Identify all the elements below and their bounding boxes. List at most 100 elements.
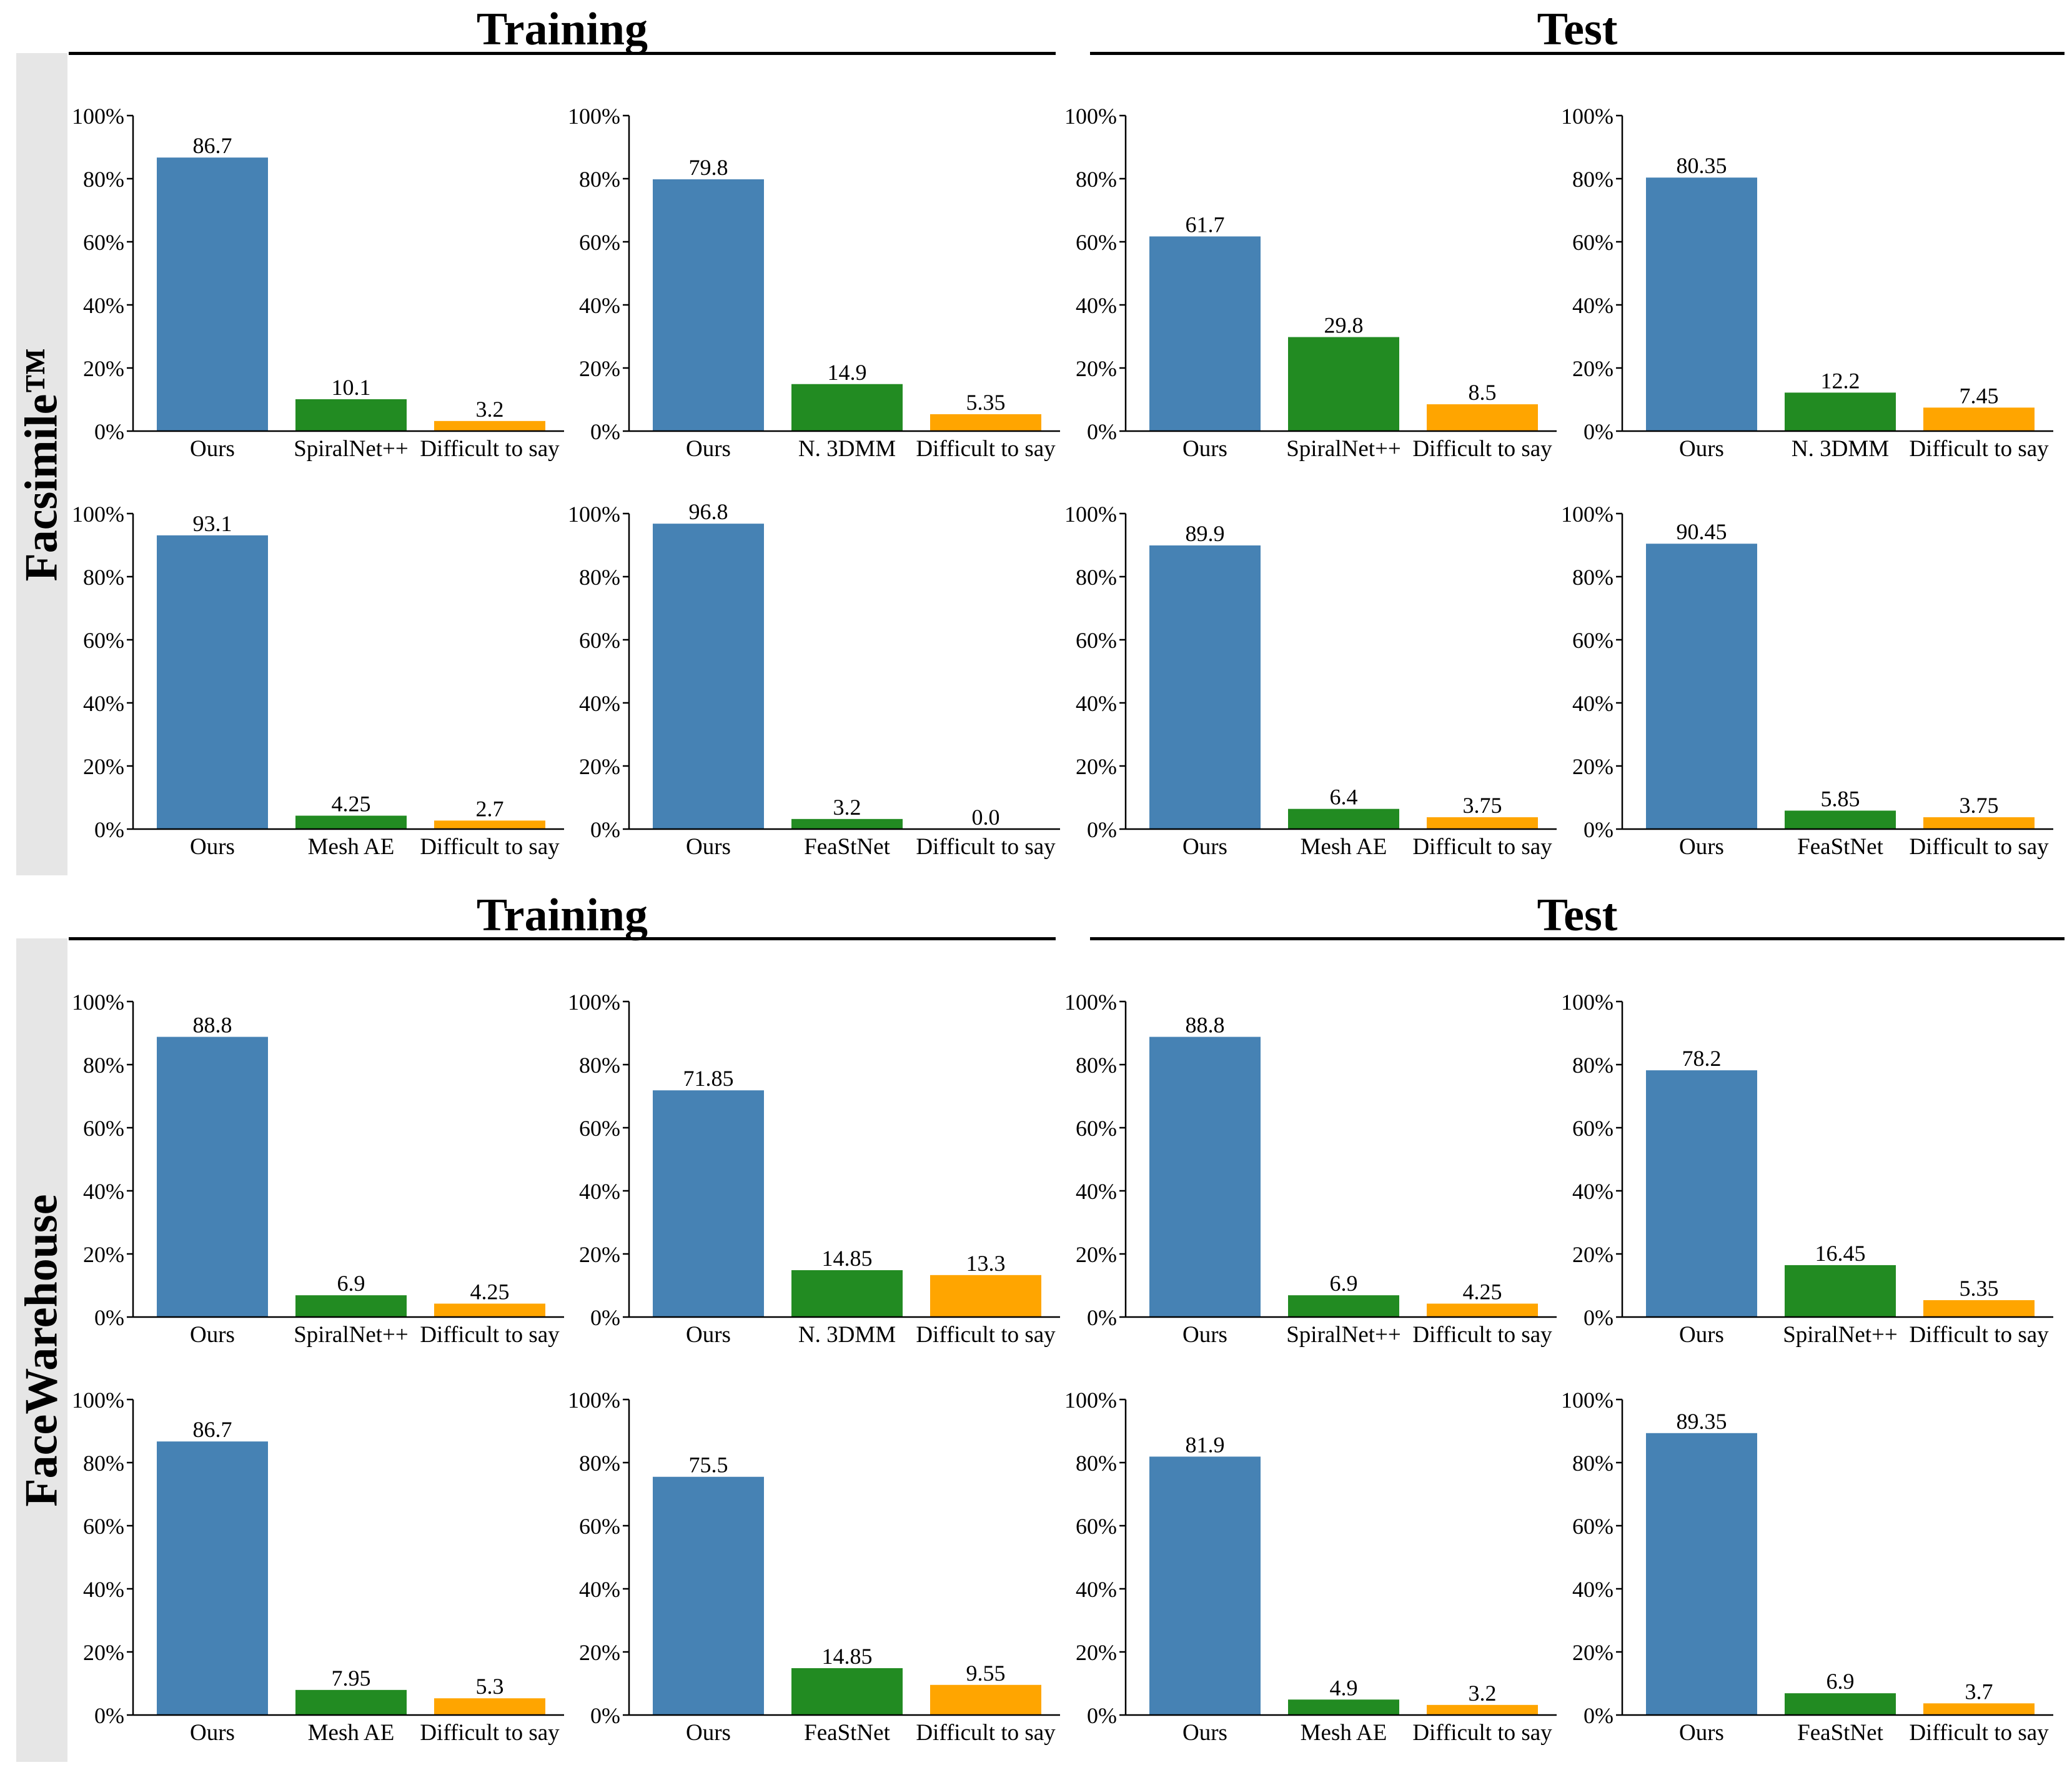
y-tick-label: 60%	[1076, 230, 1117, 255]
data-label: 88.8	[193, 1013, 232, 1038]
data-label: 7.45	[1960, 383, 1999, 408]
y-tick-label: 100%	[1064, 1388, 1117, 1413]
bar-ours	[1149, 1456, 1261, 1715]
y-tick-label: 40%	[579, 1179, 620, 1204]
data-label: 16.45	[1815, 1241, 1866, 1266]
bar-difficult	[1923, 1300, 2035, 1317]
data-label: 89.35	[1677, 1409, 1727, 1434]
data-label: 8.5	[1469, 380, 1497, 405]
y-tick-label: 60%	[83, 230, 124, 255]
y-tick-label: 0%	[1584, 817, 1613, 842]
dataset-band-facsimile	[16, 53, 67, 875]
bar-baseline	[1785, 392, 1896, 431]
y-tick-label: 80%	[83, 1451, 124, 1476]
y-tick-label: 20%	[579, 754, 620, 779]
y-tick-label: 0%	[1584, 1305, 1613, 1330]
data-label: 6.9	[1330, 1271, 1358, 1296]
category-label: SpiralNet++	[294, 1322, 409, 1348]
category-label: Difficult to say	[420, 1720, 560, 1746]
y-tick-label: 0%	[94, 817, 124, 842]
y-tick-label: 20%	[1572, 1640, 1613, 1665]
y-tick-label: 20%	[1572, 356, 1613, 381]
category-label: FeaStNet	[804, 1720, 890, 1746]
bar-baseline	[1785, 810, 1896, 829]
bar-difficult	[930, 1275, 1041, 1317]
y-tick-label: 80%	[1076, 167, 1117, 192]
bar-chart-panel: 61.7 Ours 29.8 SpiralNet++ 8.5 Difficult to s…	[1064, 104, 1557, 462]
y-tick-label: 60%	[1076, 1116, 1117, 1141]
category-label: Difficult to say	[1412, 436, 1552, 462]
bar-chart-panel: 79.8 Ours 14.9 N. 3DMM 5.35 Difficult to say 0…	[568, 104, 1060, 462]
bar-ours	[653, 524, 764, 829]
data-label: 61.7	[1186, 212, 1225, 237]
y-tick-label: 80%	[1076, 565, 1117, 590]
y-tick-label: 40%	[83, 1179, 124, 1204]
bar-difficult	[434, 1303, 545, 1317]
bar-chart-panel: 78.2 Ours 16.45 SpiralNet++ 5.35 Difficult to…	[1561, 990, 2053, 1348]
y-tick-label: 60%	[83, 628, 124, 653]
category-label: Difficult to say	[1909, 834, 2049, 860]
bar-baseline	[1785, 1265, 1896, 1317]
bar-baseline	[295, 1689, 407, 1715]
y-tick-label: 60%	[579, 628, 620, 653]
y-tick-label: 60%	[579, 1514, 620, 1539]
y-tick-label: 40%	[579, 1577, 620, 1602]
section-rule	[1090, 937, 2065, 940]
data-label: 4.25	[332, 792, 371, 817]
y-tick-label: 100%	[72, 990, 124, 1015]
data-label: 4.9	[1330, 1675, 1358, 1700]
bar-difficult	[434, 820, 545, 829]
bar-ours	[1646, 177, 1757, 431]
bar-chart-panel: 71.85 Ours 14.85 N. 3DMM 13.3 Difficult to sa…	[568, 990, 1060, 1348]
category-label: SpiralNet++	[1286, 1322, 1401, 1348]
y-tick-label: 100%	[568, 1388, 620, 1413]
data-label: 71.85	[683, 1066, 734, 1091]
category-label: FeaStNet	[1797, 834, 1883, 860]
y-tick-label: 80%	[579, 167, 620, 192]
category-label: SpiralNet++	[294, 436, 409, 462]
bar-baseline	[1288, 1699, 1399, 1715]
category-label: N. 3DMM	[798, 436, 896, 462]
category-label: SpiralNet++	[1286, 436, 1401, 462]
bar-difficult	[1427, 404, 1538, 431]
data-label: 4.25	[470, 1280, 510, 1305]
data-label: 7.95	[332, 1666, 371, 1691]
y-tick-label: 0%	[590, 419, 620, 444]
data-label: 6.9	[337, 1271, 365, 1296]
y-tick-label: 60%	[83, 1514, 124, 1539]
y-tick-label: 40%	[1572, 691, 1613, 716]
category-label: Difficult to say	[420, 834, 560, 860]
bar-difficult	[1923, 407, 2035, 431]
y-tick-label: 20%	[1076, 754, 1117, 779]
bar-ours	[157, 157, 268, 432]
y-tick-label: 20%	[83, 754, 124, 779]
y-tick-label: 100%	[1561, 990, 1613, 1015]
section-rule	[69, 52, 1056, 55]
category-label: Difficult to say	[1909, 1720, 2049, 1746]
category-label: Difficult to say	[916, 1720, 1056, 1746]
data-label: 88.8	[1186, 1013, 1225, 1038]
bar-ours	[1646, 544, 1757, 829]
section-rule	[1090, 52, 2065, 55]
bar-ours	[1149, 236, 1261, 431]
bar-ours	[157, 1037, 268, 1317]
y-tick-label: 0%	[1087, 1703, 1117, 1728]
bar-ours	[1646, 1070, 1757, 1317]
y-tick-label: 60%	[1572, 1116, 1613, 1141]
data-label: 14.85	[822, 1246, 873, 1271]
y-tick-label: 60%	[1076, 628, 1117, 653]
y-tick-label: 20%	[1572, 754, 1613, 779]
y-tick-label: 60%	[1572, 230, 1613, 255]
data-label: 75.5	[689, 1453, 728, 1478]
y-tick-label: 100%	[1064, 990, 1117, 1015]
data-label: 79.8	[689, 155, 728, 180]
data-label: 86.7	[193, 1417, 232, 1442]
category-label: Ours	[686, 1322, 731, 1348]
data-label: 89.9	[1186, 521, 1225, 546]
bar-difficult	[434, 1698, 545, 1715]
y-tick-label: 100%	[568, 104, 620, 129]
y-tick-label: 100%	[1561, 1388, 1613, 1413]
data-label: 78.2	[1682, 1046, 1722, 1071]
bar-baseline	[1288, 337, 1399, 431]
